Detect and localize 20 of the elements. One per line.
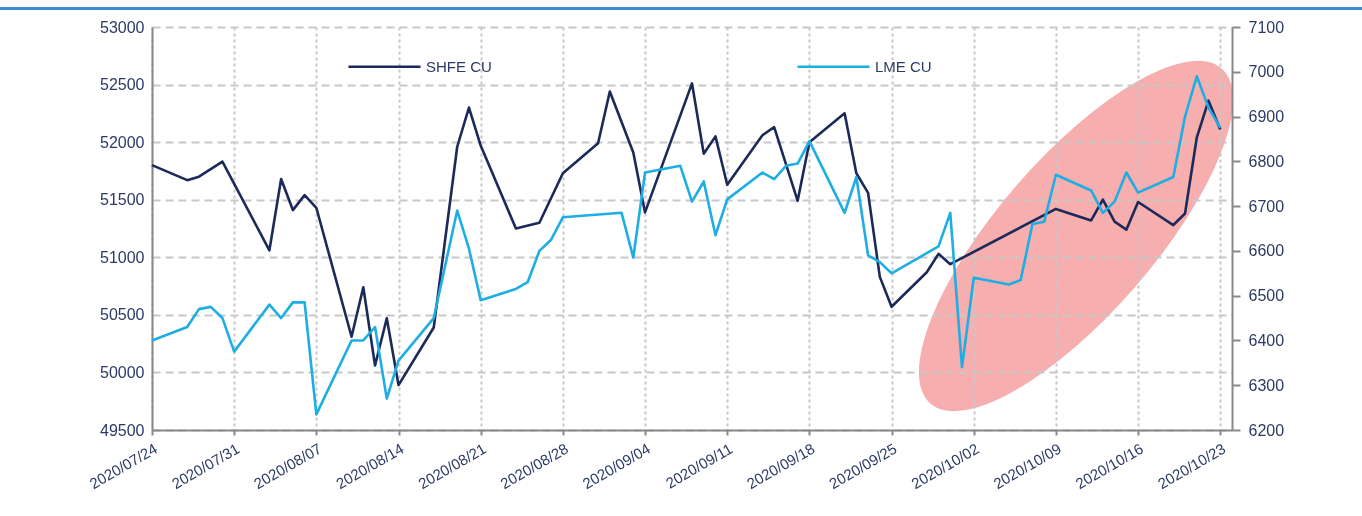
y-tick-label: 51500 [100,191,145,209]
y2-tick-label: 6200 [1248,421,1285,439]
y2-tick-label: 6500 [1248,287,1285,305]
y2-tick-label: 6800 [1248,152,1285,170]
y2-tick-label: 6300 [1248,376,1285,394]
y-tick-label: 52000 [100,133,145,151]
y-tick-label: 51000 [100,248,145,266]
legend-label: SHFE CU [426,57,492,75]
y2-tick-label: 7100 [1248,18,1285,36]
y-tick-label: 50500 [100,306,145,324]
y2-tick-label: 7000 [1248,63,1285,81]
y2-tick-label: 6600 [1248,242,1285,260]
legend-label: LME CU [875,57,932,75]
y-tick-label: 49500 [100,421,145,439]
y-tick-label: 53000 [100,18,145,36]
y2-tick-label: 6900 [1248,108,1285,126]
y2-tick-label: 6400 [1248,331,1285,349]
y-tick-label: 50000 [100,363,145,381]
y-tick-label: 52500 [100,76,145,94]
y2-tick-label: 6700 [1248,197,1285,215]
